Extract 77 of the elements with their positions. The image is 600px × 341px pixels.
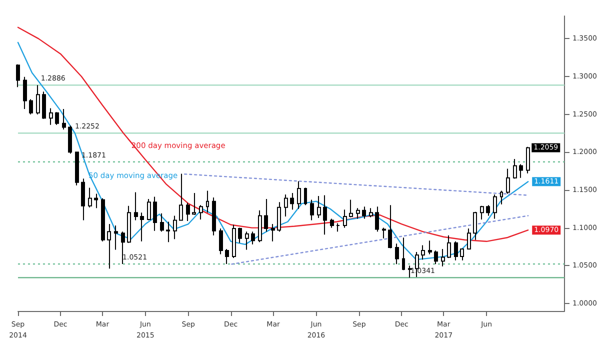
candlestick [199,204,203,220]
candlestick [206,190,209,214]
candlestick [480,205,484,220]
candlestick [49,108,53,126]
candlestick [434,250,438,265]
candlestick [245,231,249,250]
candlestick [179,173,183,221]
candlestick [94,193,98,209]
candlestick [395,243,399,265]
candlestick [251,231,255,245]
candlestick [486,204,490,216]
candlestick [284,194,288,217]
candlestick [408,265,412,278]
candlestick [23,76,27,110]
candlestick [219,228,223,255]
candlestick [232,224,236,259]
candlestick [166,221,170,243]
candlestick [473,211,477,240]
candlestick [36,84,40,115]
candlestick [271,224,275,242]
candlestick [323,194,327,236]
candlestick [81,178,85,221]
candlestick [127,205,131,244]
candlestick [140,212,144,242]
candlestick [513,158,517,180]
candlestick [147,198,151,221]
candlestick [173,215,177,240]
candlestick [454,240,458,261]
candlestick [212,197,216,236]
candlestick [356,208,360,220]
candlestick [493,194,497,220]
candlestick [369,208,373,218]
candlestick [336,222,340,232]
candlestick [388,204,392,249]
candlestick [55,112,59,126]
candlestick [258,210,262,243]
candlestick [101,198,105,242]
candlestick [68,125,72,154]
candlestick [29,98,33,115]
candlestick [277,202,281,232]
candlestick [304,187,307,206]
candlestick [428,240,432,255]
candlestick [343,209,347,228]
candlestick [88,187,92,208]
candlestick [107,224,111,270]
candlestick [460,248,464,261]
candlestick [375,206,379,232]
candlestick [382,227,386,239]
candlestick [441,248,445,267]
candlestick [402,237,405,271]
candlestick [330,218,334,228]
candlestick [186,202,190,222]
candlestick [121,231,125,265]
candlestick [349,199,353,218]
candlestick [421,244,425,260]
candlestick [447,234,451,259]
candlestick [160,212,164,232]
candlestick [134,192,138,221]
candlestick [290,192,294,210]
candlestick [317,196,321,218]
candlestick [467,228,471,250]
candlestick [238,227,242,244]
candlestick [519,164,523,178]
candlestick [192,192,196,216]
candlestick [225,248,229,265]
candlestick [310,199,314,221]
candlestick [42,91,46,120]
candlestick [62,108,66,130]
candlestick [297,180,301,210]
candlestick [362,206,366,220]
candlestick [506,168,510,194]
candlestick [153,196,157,232]
candlestick [114,225,118,250]
candlestick [264,198,268,232]
candlestick [75,152,79,186]
candlestick [500,190,503,205]
candlestick [16,64,20,88]
